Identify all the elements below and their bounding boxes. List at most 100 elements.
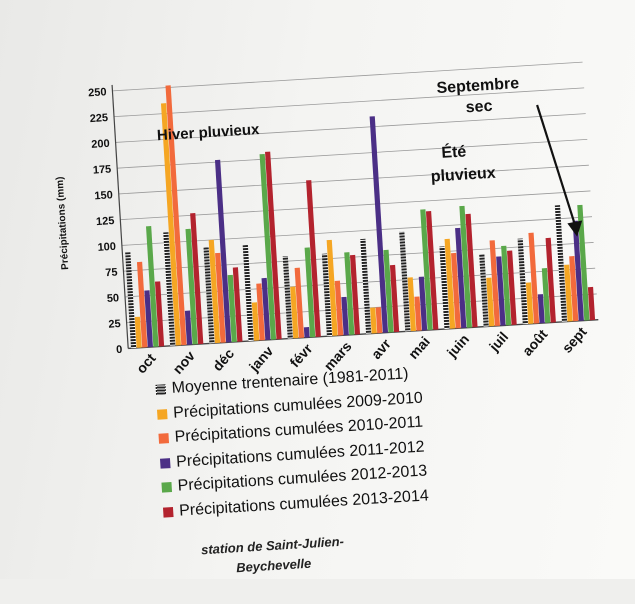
bar [541, 268, 551, 323]
x-tick-label: mai [405, 333, 433, 362]
x-tick-label: sept [559, 324, 590, 356]
bar [545, 237, 556, 323]
legend-swatch [162, 506, 174, 518]
bar [425, 210, 439, 330]
x-tick-label: déc [209, 345, 237, 374]
bar [344, 252, 355, 335]
bar [163, 232, 176, 346]
x-tick-label: oct [133, 350, 159, 377]
bar [418, 276, 428, 331]
bar [569, 256, 579, 322]
bar [256, 283, 265, 341]
x-tick-label: avr [368, 335, 394, 362]
gridline [118, 164, 589, 195]
bar [145, 226, 159, 347]
bar [525, 282, 534, 324]
bar [165, 85, 187, 346]
gridline [117, 139, 588, 169]
bar [407, 277, 417, 332]
x-tick-label: juil [485, 329, 511, 356]
y-tick-label: 175 [93, 164, 112, 177]
y-tick-label: 100 [97, 241, 116, 254]
bar [294, 267, 305, 338]
chart-annotation: Hiver pluvieux [156, 121, 260, 144]
bar [479, 254, 489, 327]
bar [160, 103, 181, 346]
gridline [113, 87, 585, 118]
bar [383, 249, 394, 333]
gridline [126, 293, 597, 324]
legend-swatch [155, 384, 167, 396]
bar [259, 153, 277, 340]
bar [349, 254, 361, 335]
y-tick-label: 0 [116, 344, 123, 356]
bar [572, 220, 584, 321]
bar [134, 316, 142, 348]
y-tick-label: 75 [105, 267, 118, 280]
gridline [123, 242, 594, 272]
bar [242, 244, 254, 342]
bar [326, 239, 338, 336]
x-tick-label: août [519, 326, 551, 359]
bar [465, 213, 478, 328]
bar [587, 286, 596, 321]
bar [184, 310, 193, 345]
gridline [121, 216, 593, 246]
bar [282, 255, 293, 339]
x-tick-label: nov [169, 348, 198, 377]
bar [389, 264, 400, 333]
chart-annotation: Été [441, 141, 467, 161]
bar [414, 296, 422, 331]
bar [227, 274, 237, 343]
gridline [128, 318, 599, 350]
bar [564, 264, 573, 322]
bar [375, 307, 383, 334]
bar [554, 205, 568, 322]
chart-annotation: Septembre [436, 75, 520, 97]
chart-legend: Moyenne trentenaire (1981-2011) Précipit… [155, 362, 429, 525]
y-tick-label: 25 [108, 318, 121, 331]
bar [321, 253, 333, 337]
bar [214, 159, 232, 343]
gridline [112, 61, 583, 92]
annotation-arrow [536, 104, 578, 232]
bar [303, 327, 310, 338]
chart-annotation: sec [465, 98, 493, 117]
legend-swatch [159, 457, 171, 469]
bar [369, 116, 389, 333]
bar [261, 277, 271, 341]
y-tick-label: 200 [91, 138, 110, 151]
y-tick-label: 125 [96, 215, 115, 228]
bar [507, 250, 517, 325]
legend-swatch [161, 482, 173, 493]
bar [501, 245, 512, 326]
x-tick-label: juin [443, 331, 472, 361]
bar [136, 261, 148, 348]
bar [341, 296, 349, 336]
bar [232, 267, 243, 342]
legend-swatch [156, 408, 168, 420]
y-axis-label: Précipitations (mm) [55, 176, 72, 270]
bar [290, 286, 299, 339]
gridline [120, 190, 591, 221]
bar [399, 231, 411, 332]
bar [489, 240, 500, 327]
chart-annotation: pluvieux [430, 165, 496, 186]
y-axis-line [111, 84, 129, 349]
bar [306, 180, 321, 337]
bar [455, 227, 467, 329]
bar [208, 239, 221, 344]
gridline [115, 113, 586, 143]
bar [190, 213, 204, 345]
y-tick-label: 50 [107, 292, 120, 305]
y-tick-label: 225 [89, 112, 108, 125]
bar [203, 247, 215, 344]
y-tick-label: 150 [94, 189, 113, 202]
bar [154, 281, 165, 347]
annotation-arrowhead [567, 220, 583, 237]
bar [125, 252, 137, 349]
bar [420, 209, 433, 331]
x-tick-label: févr [286, 340, 315, 370]
bar [459, 205, 472, 328]
